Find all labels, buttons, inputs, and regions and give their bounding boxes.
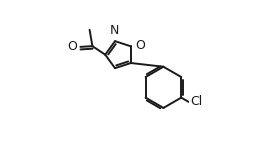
Text: Cl: Cl [190, 95, 202, 108]
Text: O: O [135, 39, 145, 52]
Text: O: O [67, 40, 77, 53]
Text: N: N [110, 24, 119, 37]
